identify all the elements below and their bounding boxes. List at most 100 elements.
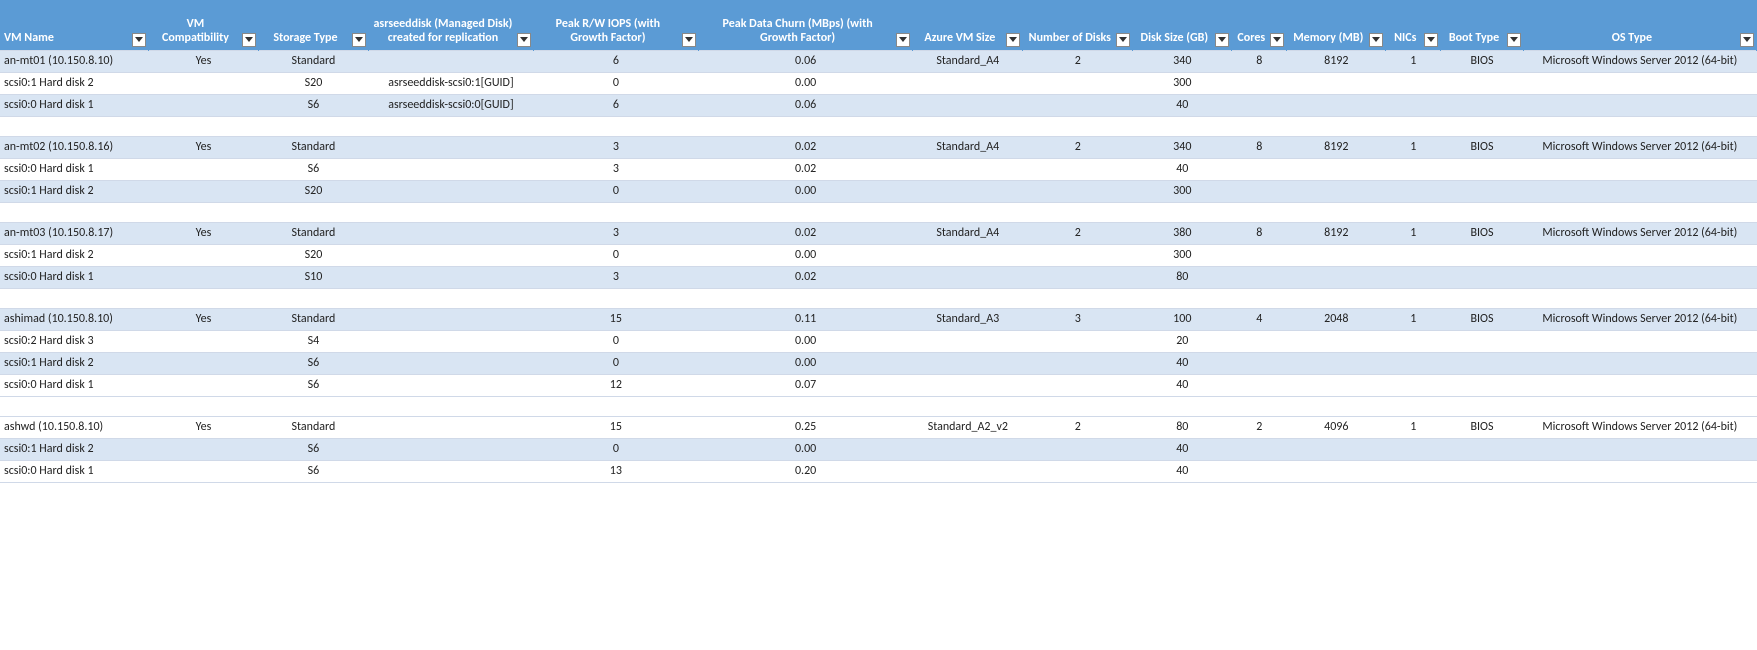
cell-asrseeddisk — [368, 416, 533, 438]
filter-dropdown-icon[interactable] — [1369, 33, 1383, 47]
cell-boot_type: BIOS — [1441, 222, 1523, 244]
filter-dropdown-icon[interactable] — [352, 33, 366, 47]
cell-boot_type: BIOS — [1441, 50, 1523, 72]
cell-asrseeddisk — [368, 352, 533, 374]
filter-dropdown-icon[interactable] — [1270, 33, 1284, 47]
filter-dropdown-icon[interactable] — [1507, 33, 1521, 47]
filter-dropdown-icon[interactable] — [1215, 33, 1229, 47]
cell-azure_vm_size — [913, 72, 1023, 94]
table-row: scsi0:0 Hard disk 1S630.0240 — [0, 158, 1757, 180]
cell-storage_type: S4 — [258, 330, 368, 352]
cell-peak_churn: 0.02 — [698, 222, 912, 244]
cell-storage_type — [258, 288, 368, 308]
filter-dropdown-icon[interactable] — [517, 33, 531, 47]
cell-nics — [1386, 266, 1441, 288]
cell-memory: 4096 — [1287, 416, 1386, 438]
cell-vm_name: an-mt02 (10.150.8.16) — [0, 136, 148, 158]
cell-disk_size: 100 — [1133, 308, 1232, 330]
cell-peak_churn: 0.00 — [698, 244, 912, 266]
cell-cores — [1232, 460, 1287, 482]
table-row: an-mt01 (10.150.8.10)YesStandard60.06Sta… — [0, 50, 1757, 72]
filter-dropdown-icon[interactable] — [132, 33, 146, 47]
cell-memory: 8192 — [1287, 50, 1386, 72]
cell-peak_churn: 0.20 — [698, 460, 912, 482]
table-row: scsi0:1 Hard disk 2S20asrseeddisk-scsi0:… — [0, 72, 1757, 94]
cell-asrseeddisk — [368, 438, 533, 460]
vm-sizing-table: VM NameVM CompatibilityStorage Typeasrse… — [0, 0, 1757, 502]
cell-peak_churn: 0.06 — [698, 50, 912, 72]
cell-memory — [1287, 116, 1386, 136]
cell-peak_iops: 3 — [533, 266, 698, 288]
cell-storage_type — [258, 396, 368, 416]
cell-cores — [1232, 94, 1287, 116]
cell-num_disks — [1023, 244, 1133, 266]
cell-memory — [1287, 266, 1386, 288]
cell-cores: 8 — [1232, 50, 1287, 72]
filter-dropdown-icon[interactable] — [1740, 33, 1754, 47]
cell-storage_type — [258, 202, 368, 222]
cell-nics — [1386, 244, 1441, 266]
cell-num_disks — [1023, 202, 1133, 222]
filter-dropdown-icon[interactable] — [1006, 33, 1020, 47]
cell-azure_vm_size — [913, 396, 1023, 416]
cell-peak_churn: 0.02 — [698, 136, 912, 158]
cell-peak_churn: 0.00 — [698, 72, 912, 94]
cell-vm_compat — [148, 482, 258, 502]
cell-asrseeddisk — [368, 396, 533, 416]
cell-os_type — [1523, 288, 1756, 308]
cell-vm_compat — [148, 116, 258, 136]
cell-azure_vm_size — [913, 266, 1023, 288]
filter-dropdown-icon[interactable] — [682, 33, 696, 47]
cell-nics — [1386, 460, 1441, 482]
filter-dropdown-icon[interactable] — [1116, 33, 1130, 47]
cell-peak_churn: 0.00 — [698, 438, 912, 460]
cell-memory — [1287, 482, 1386, 502]
cell-num_disks — [1023, 396, 1133, 416]
cell-azure_vm_size: Standard_A4 — [913, 222, 1023, 244]
cell-vm_compat: Yes — [148, 222, 258, 244]
cell-cores — [1232, 374, 1287, 396]
cell-peak_iops: 3 — [533, 222, 698, 244]
cell-cores — [1232, 116, 1287, 136]
column-header-label: VM Compatibility — [153, 17, 254, 46]
filter-dropdown-icon[interactable] — [1424, 33, 1438, 47]
cell-nics — [1386, 202, 1441, 222]
cell-vm_compat — [148, 460, 258, 482]
cell-peak_churn: 0.25 — [698, 416, 912, 438]
column-header-label: Peak R/W IOPS (with Growth Factor) — [538, 17, 694, 46]
cell-peak_iops: 15 — [533, 308, 698, 330]
cell-disk_size: 80 — [1133, 416, 1232, 438]
cell-nics — [1386, 374, 1441, 396]
table-row: an-mt03 (10.150.8.17)YesStandard30.02Sta… — [0, 222, 1757, 244]
column-header-peak_churn: Peak Data Churn (MBps) (with Growth Fact… — [698, 0, 912, 50]
cell-os_type — [1523, 482, 1756, 502]
cell-num_disks: 2 — [1023, 222, 1133, 244]
cell-os_type: Microsoft Windows Server 2012 (64-bit) — [1523, 50, 1756, 72]
column-header-label: Memory (MB) — [1291, 31, 1381, 45]
cell-memory: 8192 — [1287, 222, 1386, 244]
cell-asrseeddisk — [368, 136, 533, 158]
cell-memory — [1287, 180, 1386, 202]
cell-asrseeddisk: asrseeddisk-scsi0:0[GUID] — [368, 94, 533, 116]
cell-num_disks: 2 — [1023, 416, 1133, 438]
filter-dropdown-icon[interactable] — [242, 33, 256, 47]
cell-vm_compat — [148, 202, 258, 222]
cell-azure_vm_size — [913, 158, 1023, 180]
cell-peak_iops: 0 — [533, 72, 698, 94]
table-row: scsi0:0 Hard disk 1S6120.0740 — [0, 374, 1757, 396]
cell-vm_compat — [148, 158, 258, 180]
table-row: scsi0:0 Hard disk 1S1030.0280 — [0, 266, 1757, 288]
column-header-cores: Cores — [1232, 0, 1287, 50]
filter-dropdown-icon[interactable] — [896, 33, 910, 47]
cell-vm_compat — [148, 396, 258, 416]
cell-azure_vm_size: Standard_A2_v2 — [913, 416, 1023, 438]
cell-os_type — [1523, 158, 1756, 180]
cell-storage_type: Standard — [258, 416, 368, 438]
cell-vm_name: scsi0:1 Hard disk 2 — [0, 72, 148, 94]
cell-azure_vm_size — [913, 460, 1023, 482]
cell-azure_vm_size — [913, 438, 1023, 460]
cell-vm_compat — [148, 180, 258, 202]
cell-cores — [1232, 266, 1287, 288]
cell-asrseeddisk — [368, 180, 533, 202]
cell-os_type — [1523, 244, 1756, 266]
